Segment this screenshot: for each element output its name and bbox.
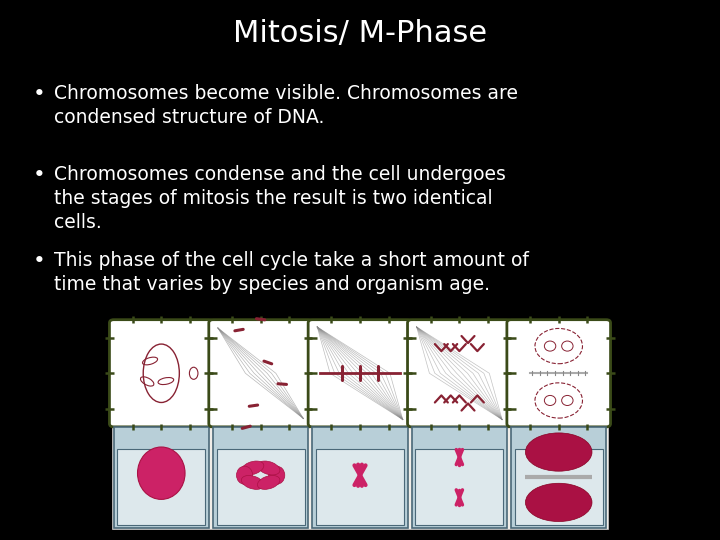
Text: Chromosomes condense and the cell undergoes
the stages of mitosis the result is : Chromosomes condense and the cell underg… <box>54 165 506 232</box>
FancyBboxPatch shape <box>507 320 611 427</box>
Bar <box>217 449 305 525</box>
Bar <box>511 427 606 528</box>
Bar <box>412 427 507 528</box>
FancyBboxPatch shape <box>209 320 312 427</box>
FancyBboxPatch shape <box>308 320 412 427</box>
Ellipse shape <box>535 383 582 418</box>
Bar <box>415 449 503 525</box>
Bar <box>114 427 209 528</box>
Text: Mitosis/ M-Phase: Mitosis/ M-Phase <box>233 19 487 48</box>
Ellipse shape <box>138 447 185 500</box>
Text: •: • <box>32 251 45 271</box>
Ellipse shape <box>258 476 280 489</box>
Bar <box>117 449 205 525</box>
Bar <box>112 321 608 529</box>
Ellipse shape <box>269 466 285 484</box>
Text: •: • <box>32 165 45 185</box>
Bar <box>316 449 404 525</box>
Text: Chromosomes become visible. Chromosomes are
condensed structure of DNA.: Chromosomes become visible. Chromosomes … <box>54 84 518 127</box>
Ellipse shape <box>241 461 264 475</box>
Ellipse shape <box>258 461 280 475</box>
Text: •: • <box>32 84 45 104</box>
Bar <box>213 427 308 528</box>
Ellipse shape <box>535 328 582 364</box>
Text: This phase of the cell cycle take a short amount of
time that varies by species : This phase of the cell cycle take a shor… <box>54 251 529 294</box>
Ellipse shape <box>143 344 179 402</box>
FancyBboxPatch shape <box>408 320 511 427</box>
Ellipse shape <box>241 476 264 489</box>
Bar <box>312 427 408 528</box>
Bar <box>515 449 603 525</box>
Ellipse shape <box>236 466 253 484</box>
Ellipse shape <box>526 483 592 522</box>
Ellipse shape <box>526 433 592 471</box>
FancyBboxPatch shape <box>109 320 213 427</box>
